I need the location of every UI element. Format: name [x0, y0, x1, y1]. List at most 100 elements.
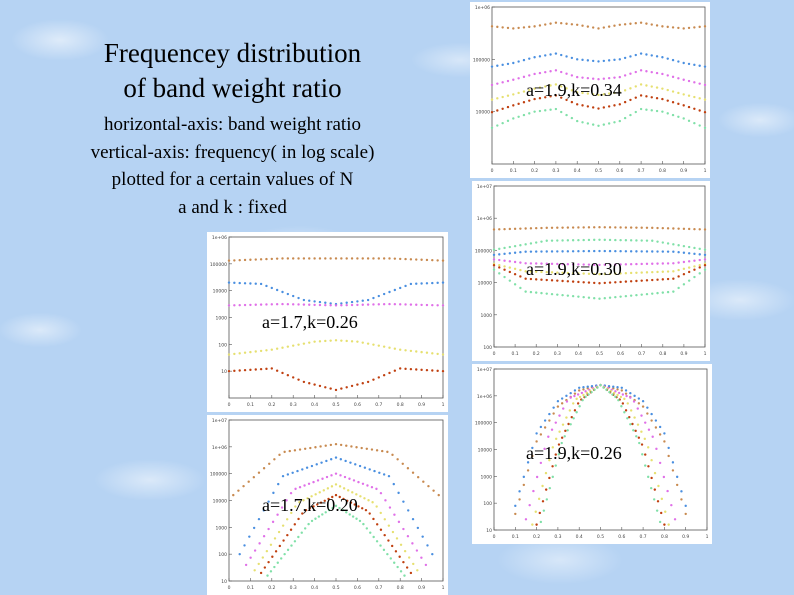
data-point — [372, 303, 375, 306]
data-point — [613, 76, 616, 79]
y-tick-label: 10000 — [476, 110, 490, 116]
data-point — [635, 293, 638, 297]
data-point — [624, 280, 628, 283]
data-point — [382, 373, 386, 377]
data-point — [565, 400, 569, 403]
data-point — [687, 62, 691, 66]
data-point — [593, 388, 596, 391]
data-point — [281, 474, 285, 478]
data-point — [640, 293, 643, 296]
data-point — [261, 556, 265, 559]
data-point — [655, 24, 659, 27]
data-point — [539, 520, 543, 524]
chart-label-a17-k020: a=1.7,k=0.20 — [262, 495, 358, 515]
data-point — [285, 499, 288, 502]
data-point — [650, 412, 653, 416]
data-point — [640, 226, 643, 229]
data-point — [582, 281, 585, 284]
data-point — [503, 227, 506, 231]
data-point — [399, 367, 402, 370]
data-point — [667, 454, 670, 458]
data-point — [655, 509, 659, 512]
data-point — [636, 423, 640, 426]
data-point — [277, 482, 280, 486]
data-point — [383, 518, 386, 521]
data-point — [578, 405, 581, 408]
data-point — [363, 497, 366, 500]
x-tick-label: 0.2 — [531, 168, 538, 174]
data-point — [687, 252, 691, 255]
data-point — [297, 257, 300, 260]
data-point — [393, 369, 397, 372]
data-point — [375, 449, 379, 452]
data-point — [619, 280, 622, 284]
data-point — [666, 250, 670, 253]
data-point — [503, 246, 506, 250]
data-point — [682, 251, 686, 254]
x-tick-label: 0.9 — [680, 168, 687, 174]
data-point — [314, 493, 317, 496]
data-point — [379, 528, 383, 531]
data-point — [404, 367, 407, 371]
data-point — [420, 368, 423, 372]
data-point — [565, 87, 568, 90]
data-point — [538, 55, 542, 58]
data-point — [301, 468, 304, 471]
data-point — [519, 261, 522, 264]
data-point — [249, 282, 252, 285]
data-point — [666, 57, 669, 60]
data-point — [576, 75, 579, 79]
data-point — [666, 262, 670, 265]
data-point — [330, 485, 334, 488]
data-point — [682, 27, 685, 30]
data-point — [361, 507, 364, 510]
data-point — [550, 428, 554, 431]
data-point — [666, 277, 670, 281]
data-point — [629, 423, 632, 426]
data-point — [629, 239, 633, 242]
data-point — [409, 258, 413, 261]
data-point — [280, 506, 284, 509]
data-point — [554, 453, 557, 456]
data-point — [415, 282, 418, 285]
data-point — [655, 55, 659, 58]
data-point — [564, 429, 567, 433]
data-point — [338, 485, 342, 488]
data-point — [554, 464, 557, 467]
data-point — [524, 262, 527, 265]
data-point — [666, 74, 669, 77]
data-point — [441, 369, 445, 373]
data-point — [656, 270, 659, 274]
data-point — [607, 59, 611, 62]
data-point — [270, 303, 273, 306]
data-point — [577, 280, 580, 284]
data-point — [345, 257, 348, 260]
data-point — [302, 499, 305, 502]
data-point — [660, 511, 663, 515]
data-point — [407, 556, 411, 559]
data-point — [361, 299, 364, 302]
data-point — [288, 449, 291, 453]
data-point — [384, 499, 387, 502]
data-point — [273, 537, 277, 540]
data-point — [541, 500, 545, 503]
data-point — [558, 430, 561, 433]
data-point — [529, 270, 533, 273]
data-point — [677, 115, 680, 118]
data-point — [528, 25, 531, 29]
data-point — [698, 247, 701, 251]
data-point — [356, 383, 359, 386]
data-point — [554, 52, 558, 55]
data-point — [540, 250, 543, 253]
data-point — [632, 400, 636, 403]
data-point — [382, 303, 386, 306]
data-point — [567, 422, 570, 426]
y-tick-label: 1000 — [481, 474, 493, 480]
data-point — [693, 121, 696, 125]
data-point — [586, 25, 590, 28]
data-point — [640, 443, 644, 446]
data-point — [544, 70, 547, 74]
data-point — [308, 299, 311, 302]
data-point — [519, 286, 522, 290]
data-point — [586, 122, 590, 125]
